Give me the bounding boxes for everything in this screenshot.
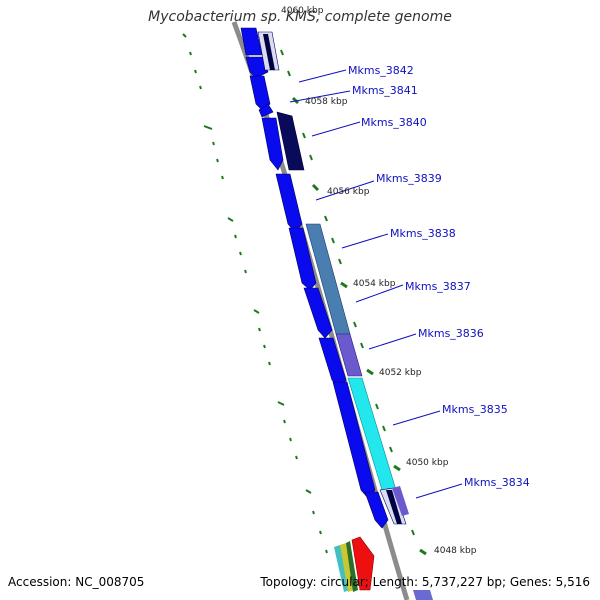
kbp-label: 4050 kbp [406,458,449,468]
gene-label-mkms-3842[interactable]: Mkms_3842 [348,64,414,77]
gene-label-mkms-3836[interactable]: Mkms_3836 [418,327,484,340]
gene-arrow[interactable] [245,56,269,79]
kbp-label: 4054 kbp [353,279,396,289]
gene-arrow[interactable] [276,111,305,171]
kbp-labels: 4060 kbp 4058 kbp 4056 kbp 4054 kbp 4052… [281,6,477,556]
gene-arrow[interactable] [263,34,275,70]
gene-arrow[interactable] [258,103,274,118]
gene-label-mkms-3837[interactable]: Mkms_3837 [405,280,471,293]
gene-label-mkms-3840[interactable]: Mkms_3840 [361,116,427,129]
gene-arrow[interactable] [275,173,303,233]
gene-label-mkms-3835[interactable]: Mkms_3835 [442,403,508,416]
gene-arrow[interactable] [351,536,375,591]
kbp-label: 4060 kbp [281,6,324,16]
gene-label-mkms-3838[interactable]: Mkms_3838 [390,227,456,240]
gene-arrow[interactable] [392,486,409,516]
gene-label-mkms-3841[interactable]: Mkms_3841 [352,84,418,97]
gene-label-mkms-3834[interactable]: Mkms_3834 [464,476,530,489]
gene-arrow[interactable] [386,490,402,524]
gene-label-mkms-3839[interactable]: Mkms_3839 [376,172,442,185]
map-title: Mycobacterium sp. KMS, complete genome [148,9,452,25]
gene-arrow[interactable] [346,541,358,592]
gene-arrow[interactable] [340,543,354,592]
kbp-label: 4056 kbp [327,187,370,197]
accession-text: Accession: NC_008705 [8,575,145,589]
inner-ticks [182,33,328,554]
gene-arrow[interactable] [364,491,389,529]
gene-arrow[interactable] [261,117,284,171]
kbp-label: 4058 kbp [305,97,348,107]
gene-arrow[interactable] [288,227,317,291]
genome-summary-text: Topology: circular; Length: 5,737,227 bp… [260,575,590,589]
gene-labels[interactable]: Mkms_3842 Mkms_3841 Mkms_3840 Mkms_3839 … [348,64,530,489]
gene-arrow[interactable] [335,333,363,377]
kbp-label: 4048 kbp [434,546,477,556]
gene-features[interactable] [240,27,409,529]
outer-ticks [280,49,415,536]
outer-major-ticks [291,96,427,556]
kbp-label: 4052 kbp [379,368,422,378]
gene-arrow[interactable] [413,590,433,600]
label-leaders [289,69,463,499]
gene-arrow[interactable] [303,287,333,339]
lower-features[interactable] [334,536,433,600]
